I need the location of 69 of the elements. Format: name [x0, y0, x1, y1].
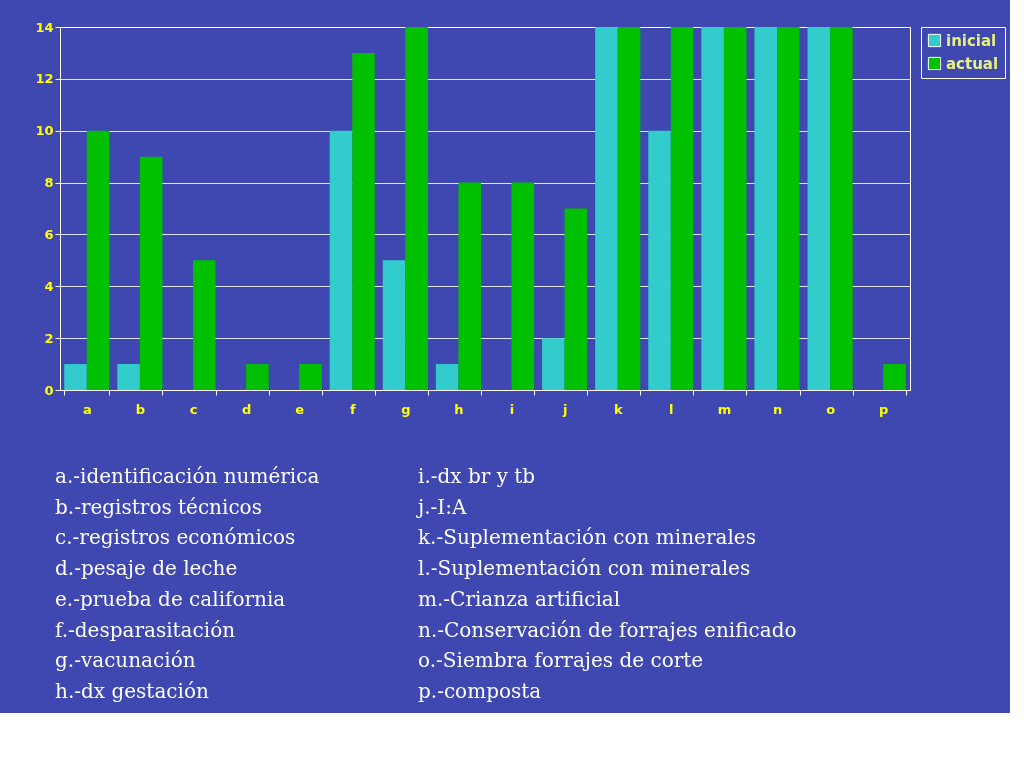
bar	[830, 27, 853, 390]
y-tick-label: 0	[44, 382, 54, 398]
x-tick-label: f	[349, 401, 356, 417]
bar	[648, 130, 671, 390]
bar	[564, 208, 588, 390]
text: j.-I:A	[416, 494, 467, 519]
x-tick-label: k	[613, 401, 623, 417]
text: m.-Crianza artificial	[418, 586, 621, 611]
bar	[382, 260, 406, 390]
x-tick-label: d	[241, 401, 252, 417]
text: b.-registros técnicos	[55, 494, 262, 519]
bar	[193, 260, 216, 390]
x-tick-label: j	[561, 401, 568, 417]
x-tick-label: n	[772, 401, 783, 417]
bar	[299, 364, 322, 390]
bar	[435, 364, 459, 390]
y-tick-label: 8	[44, 175, 54, 191]
text: h.-dx gestación	[55, 678, 209, 703]
bar	[701, 27, 724, 390]
bar	[670, 27, 694, 390]
y-tick-label: 2	[44, 330, 54, 346]
x-tick-label: h	[454, 401, 464, 417]
text: p.-composta	[418, 678, 542, 703]
text: f.-desparasitación	[55, 617, 236, 642]
bar	[777, 27, 800, 390]
x-tick-label: a	[82, 401, 92, 417]
text: k.-Suplementación con minerales	[418, 525, 756, 550]
bar	[723, 27, 747, 390]
y-tick-label: 10	[35, 123, 54, 139]
x-tick-label: e	[295, 401, 305, 417]
text: l.-Suplementación con minerales	[418, 556, 751, 581]
y-tick-label: 12	[35, 71, 54, 87]
text: d.-pesaje de leche	[55, 556, 238, 581]
text: c.-registros económicos	[55, 525, 296, 550]
x-tick-label: g	[401, 401, 411, 417]
x-tick-label: p	[879, 401, 889, 417]
bar	[754, 27, 777, 390]
bar	[458, 182, 482, 390]
x-tick-label: o	[826, 401, 836, 417]
text: n.-Conservación de forrajes enificado	[418, 617, 797, 642]
bar	[139, 156, 163, 390]
y-tick-label: 6	[44, 226, 54, 242]
x-tick-label: i	[509, 401, 515, 417]
y-tick-label: 14	[35, 19, 54, 35]
bar	[405, 27, 428, 390]
bar	[542, 338, 565, 390]
bar	[246, 364, 269, 390]
x-tick-label: b	[135, 401, 146, 417]
legend-label: actual	[946, 54, 999, 73]
bar	[64, 364, 87, 390]
text: a.-identificación numérica	[55, 464, 320, 488]
bar	[352, 52, 375, 390]
text: i.-dx br y tb	[418, 464, 536, 488]
y-tick-label: 4	[44, 278, 54, 294]
bar	[329, 130, 353, 390]
bar	[511, 182, 535, 390]
text: g.-vacunación	[55, 648, 196, 673]
bar	[883, 364, 906, 390]
bar	[86, 130, 110, 390]
legend-label: inicial	[946, 31, 997, 50]
text: e.-prueba de california	[55, 586, 286, 611]
text: o.-Siembra forrajes de corte	[418, 648, 704, 673]
bar	[617, 27, 641, 390]
bar	[807, 27, 831, 390]
bar	[595, 27, 618, 390]
x-tick-label: m	[717, 401, 732, 417]
bar	[117, 364, 140, 390]
x-tick-label: l	[669, 401, 674, 417]
x-tick-label: c	[189, 401, 198, 417]
